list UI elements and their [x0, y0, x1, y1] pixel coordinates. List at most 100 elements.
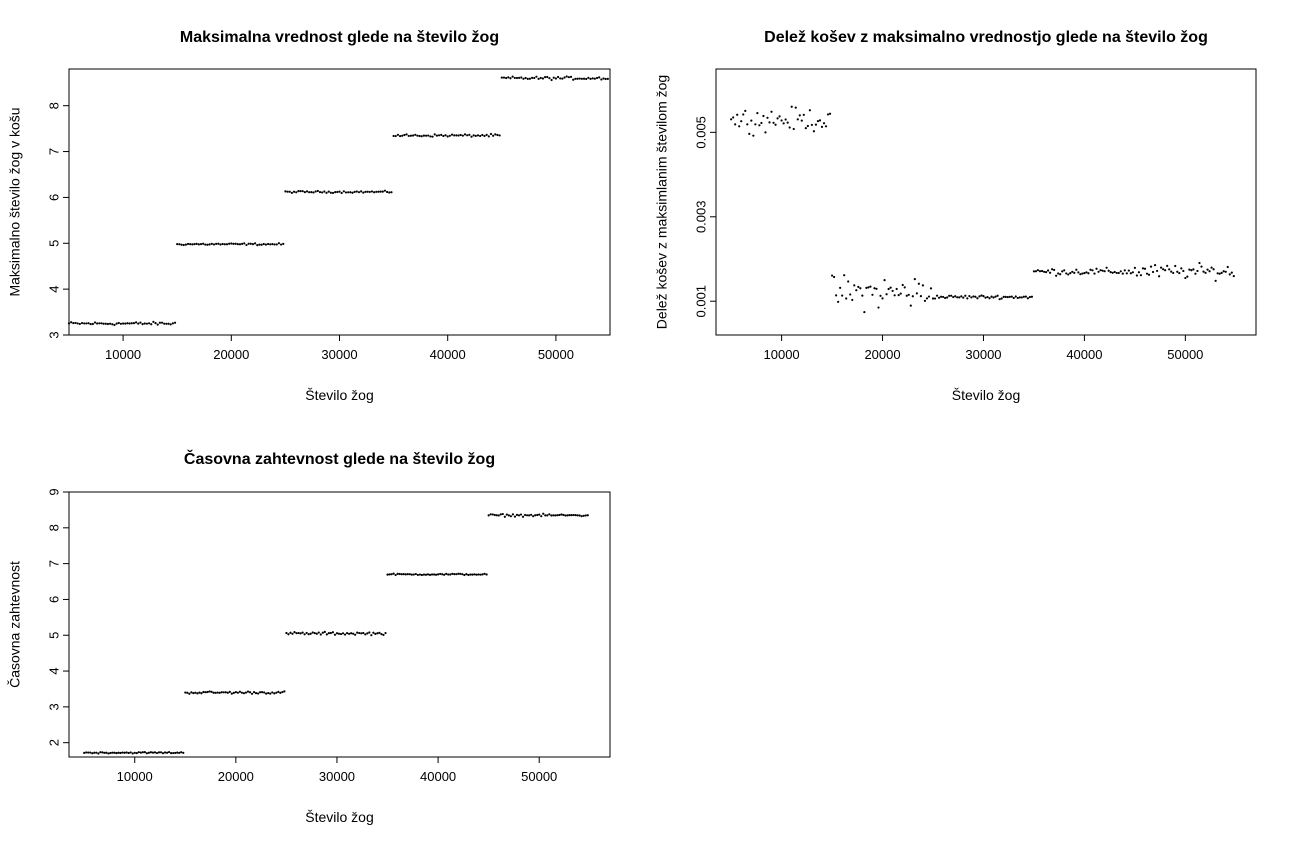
data-point	[806, 124, 809, 128]
data-point	[208, 690, 211, 693]
data-point	[186, 691, 189, 694]
data-point	[445, 572, 448, 576]
data-point	[444, 134, 447, 137]
x-axis-label: Število žog	[952, 387, 1020, 403]
data-point	[1125, 272, 1128, 275]
data-point	[826, 113, 830, 116]
data-point	[89, 322, 92, 326]
data-point	[887, 287, 890, 291]
data-point	[861, 294, 864, 297]
data-point	[182, 751, 185, 754]
data-point	[132, 322, 136, 325]
data-point	[1042, 270, 1046, 273]
data-point	[1160, 266, 1163, 269]
data-point	[87, 751, 90, 754]
data-point	[448, 134, 451, 137]
data-point	[536, 513, 539, 517]
data-point	[407, 134, 410, 138]
data-point	[226, 691, 229, 694]
data-point	[578, 77, 581, 80]
data-point	[295, 191, 298, 194]
data-point	[99, 751, 102, 754]
data-point	[364, 633, 367, 636]
data-point	[378, 631, 381, 634]
data-point	[980, 294, 983, 297]
data-point	[412, 573, 415, 576]
data-point	[303, 633, 306, 636]
data-point	[528, 514, 531, 517]
data-point	[595, 76, 599, 80]
data-point	[907, 293, 910, 296]
plot-frame	[68, 491, 611, 758]
data-point	[339, 632, 343, 636]
data-point	[580, 77, 583, 80]
data-point	[100, 322, 103, 325]
data-point	[228, 242, 231, 245]
data-point	[230, 692, 233, 695]
data-point	[102, 322, 105, 325]
data-point	[442, 134, 445, 138]
data-point	[604, 77, 607, 81]
data-point	[530, 513, 533, 516]
data-point	[509, 77, 512, 80]
data-point	[966, 297, 969, 300]
data-point	[284, 190, 287, 193]
data-point	[103, 751, 106, 754]
data-point	[895, 287, 898, 291]
data-point	[182, 243, 185, 247]
data-point	[381, 190, 384, 193]
data-point	[366, 632, 369, 635]
data-point	[919, 295, 923, 298]
data-point	[309, 632, 312, 635]
data-point	[1133, 266, 1136, 269]
data-point	[742, 113, 745, 116]
data-point	[509, 515, 512, 518]
data-point	[1046, 269, 1050, 272]
data-point	[481, 133, 484, 137]
data-point	[1091, 269, 1094, 272]
data-point	[333, 633, 337, 636]
data-point	[125, 751, 128, 754]
data-point	[548, 77, 551, 80]
data-point	[500, 76, 503, 79]
data-point	[202, 242, 205, 245]
data-point	[405, 133, 408, 136]
data-point	[1055, 274, 1058, 277]
data-point	[1093, 272, 1096, 275]
data-point	[839, 286, 842, 289]
data-point	[433, 133, 436, 136]
data-point	[766, 116, 769, 119]
data-point	[538, 513, 541, 516]
data-point	[215, 242, 218, 245]
data-point	[810, 123, 813, 127]
data-point	[824, 125, 828, 128]
data-point	[567, 76, 570, 79]
data-point	[382, 633, 385, 637]
data-point	[254, 691, 258, 695]
data-point	[288, 190, 291, 193]
data-point	[178, 243, 181, 246]
chart-panel-1: Delež košev z maksimalno vrednostjo gled…	[654, 29, 1257, 403]
data-point	[798, 114, 801, 117]
data-point	[416, 573, 419, 577]
data-point	[383, 189, 387, 192]
data-point	[1059, 273, 1062, 276]
data-point	[287, 633, 290, 636]
data-point	[491, 513, 494, 516]
data-point	[158, 321, 161, 324]
data-point	[1040, 269, 1044, 273]
data-point	[477, 573, 480, 576]
data-point	[130, 322, 133, 325]
data-point	[222, 691, 225, 694]
data-point	[832, 275, 836, 279]
data-point	[174, 751, 177, 755]
data-point	[754, 123, 757, 126]
data-point	[978, 295, 981, 298]
data-point	[109, 322, 112, 325]
data-point	[1208, 270, 1211, 273]
data-point	[515, 513, 519, 516]
data-point	[124, 322, 127, 325]
data-point	[273, 243, 276, 246]
y-tick-label: 7	[46, 560, 61, 567]
data-point	[875, 287, 878, 290]
